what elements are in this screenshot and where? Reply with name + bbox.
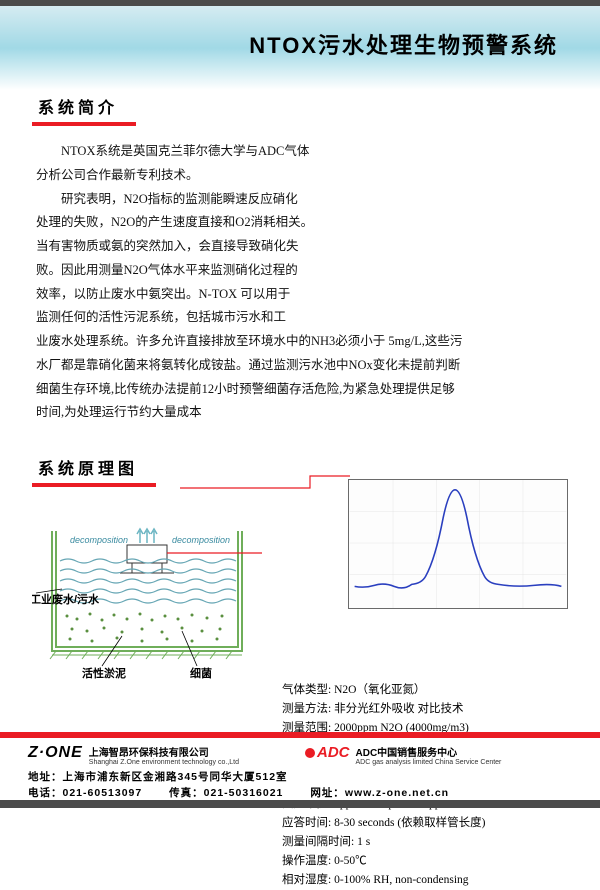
signal-chart [348, 479, 568, 609]
zone-logo: Z·ONE [28, 744, 83, 762]
footer-address: 地址：上海市浦东新区金湘路345号同华大厦512室 [28, 770, 572, 786]
intro-line: 当有害物质或氨的突然加入，会直接导致硝化失 [36, 239, 299, 253]
intro-line: 水厂都是靠硝化菌来将氨转化成铵盐。通过监测污水池中NOx变化未提前判断 [36, 358, 460, 372]
decomposition-label: decomposition [70, 535, 128, 545]
section-title-intro: 系统简介 [32, 90, 136, 126]
zone-company: 上海智昂环保科技有限公司 [89, 744, 239, 759]
intro-line: 分析公司合作最新专利技术。 [36, 168, 199, 182]
footer-logos: Z·ONE 上海智昂环保科技有限公司 Shanghai Z.One enviro… [28, 744, 572, 766]
tank-diagram: decomposition decomposition [32, 501, 262, 681]
intro-line: 研究表明，N2O指标的监测能瞬速反应硝化 [61, 192, 298, 206]
sludge-label: 活性淤泥 [82, 666, 126, 680]
spec-row: 应答时间: 8-30 seconds (依赖取样管长度) [282, 814, 568, 833]
decomposition-label: decomposition [172, 535, 230, 545]
dot-icon [305, 748, 315, 758]
intro-line: 效率，以防止废水中氨突出。N-TOX 可以用于 [36, 287, 290, 301]
adc-company: ADC中国销售服务中心 [356, 744, 502, 759]
page-title: NTOX污水处理生物预警系统 [32, 28, 558, 60]
diagram-section: 系统原理图 [32, 451, 568, 890]
intro-line: 败。因此用测量N2O气体水平来监测硝化过程的 [36, 263, 298, 277]
zone-company-en: Shanghai Z.One environment technology co… [89, 759, 239, 766]
intro-line: 时间,为处理运行节约大量成本 [36, 405, 202, 419]
spec-row: 气体类型: N2O（氧化亚氮） [282, 681, 568, 700]
adc-company-en: ADC gas analysis limited China Service C… [356, 759, 502, 766]
spec-row: 操作温度: 0-50℃ [282, 852, 568, 871]
spec-row: 测量方法: 非分光红外吸收 对比技术 [282, 700, 568, 719]
wastewater-label: 工业废水/污水 [32, 592, 100, 606]
bacteria-label: 细菌 [190, 666, 212, 680]
spec-row: 测量间隔时间: 1 s [282, 833, 568, 852]
intro-line: 业废水处理系统。许多允许直接排放至环境水中的NH3必须小于 5mg/L,这些污 [36, 334, 462, 348]
adc-logo: ADC [305, 744, 350, 761]
intro-line: 监测任何的活性污泥系统，包括城市污水和工 [36, 310, 286, 324]
intro-line: 细菌生存环境,比传统办法提前12小时预警细菌存活危险,为紧急处理提供足够 [36, 382, 455, 396]
intro-line: 处理的失败，N2O的产生速度直接和O2消耗相关。 [36, 215, 313, 229]
intro-text: NTOX系统是英国克兰菲尔德大学与ADC气体 分析公司合作最新专利技术。 研究表… [36, 140, 568, 425]
intro-line: NTOX系统是英国克兰菲尔德大学与ADC气体 [61, 144, 309, 158]
footer-darkbar [0, 800, 600, 808]
footer: Z·ONE 上海智昂环保科技有限公司 Shanghai Z.One enviro… [0, 732, 600, 808]
intro-section: 系统简介 NTOX系统是英国克兰菲尔德大学与ADC气体 分析公司合作最新专利技术… [32, 90, 568, 425]
spec-row: 相对湿度: 0-100% RH, non-condensing [282, 871, 568, 890]
section-title-diagram: 系统原理图 [32, 451, 156, 487]
diagram-row: decomposition decomposition [32, 501, 568, 681]
